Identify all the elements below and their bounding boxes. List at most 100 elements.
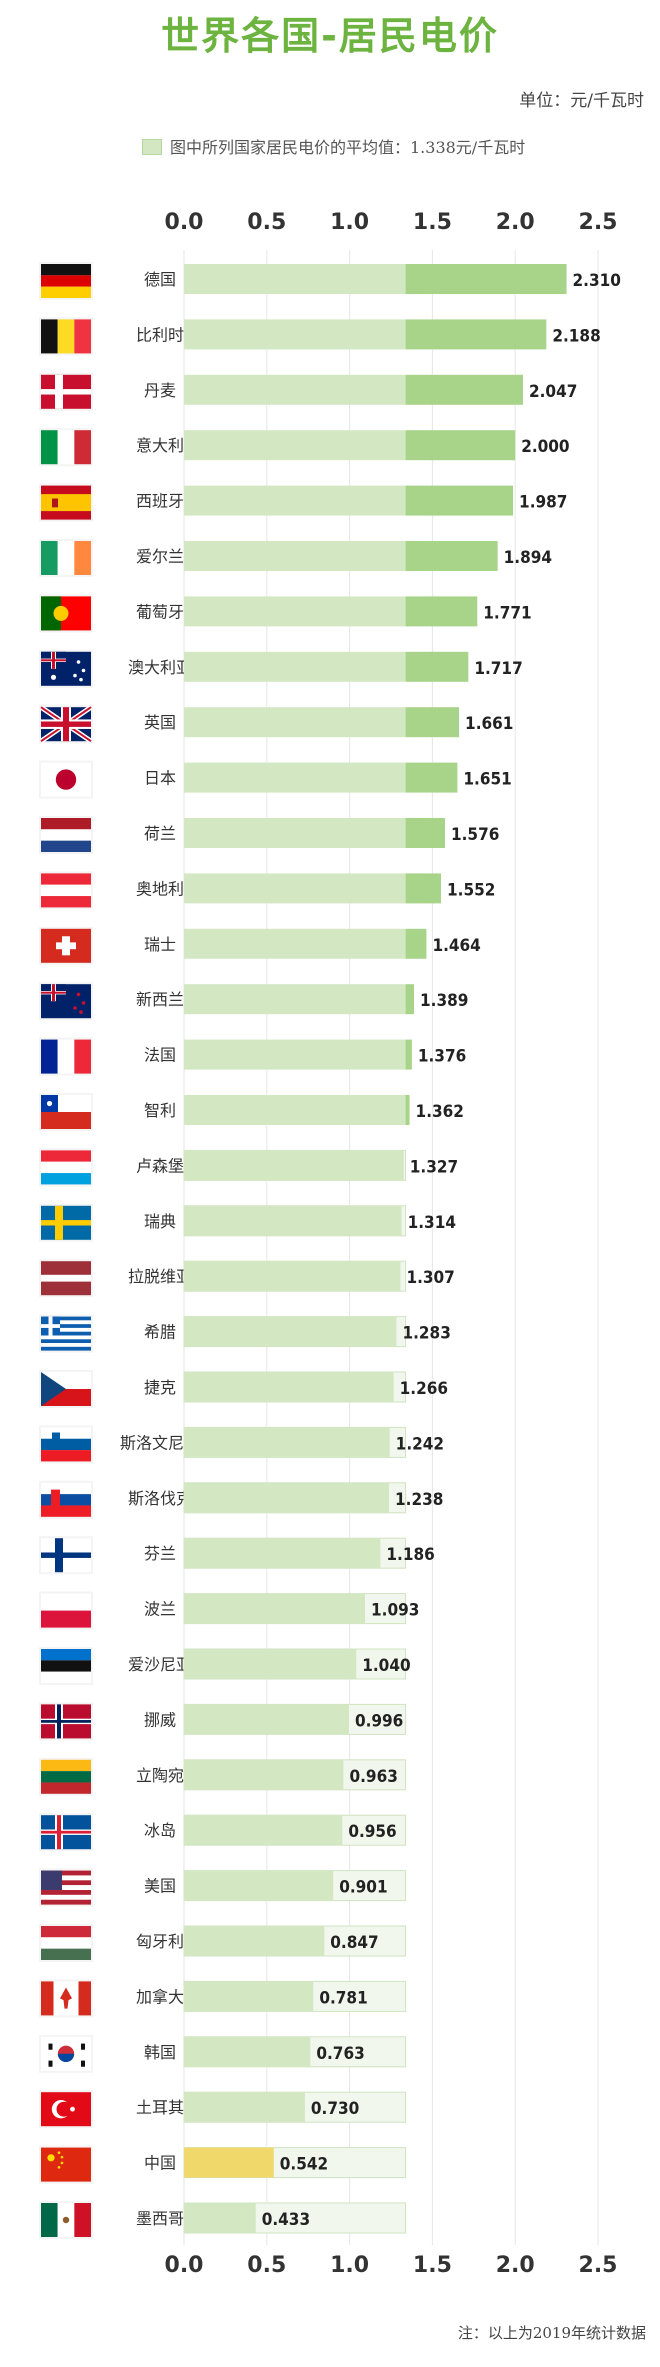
country-label: 土耳其 xyxy=(136,2098,184,2117)
flag-japan xyxy=(39,760,93,799)
value-label: 1.987 xyxy=(519,493,567,513)
bar-base xyxy=(184,1039,406,1070)
bar-base xyxy=(184,762,406,793)
bar xyxy=(405,651,469,682)
flag-luxembourg xyxy=(39,1148,93,1187)
value-label: 0.963 xyxy=(349,1767,397,1787)
country-label: 匈牙利 xyxy=(136,1932,184,1951)
bar xyxy=(184,2203,256,2233)
bar xyxy=(405,596,478,627)
bar-row: 冰岛 0.956 xyxy=(39,1813,407,1852)
country-label: 韩国 xyxy=(144,2043,176,2062)
flag-turkey xyxy=(39,2090,93,2129)
bar-base xyxy=(184,374,406,405)
bar-row: 希腊 1.283 xyxy=(39,1314,451,1353)
bar-row: 斯洛伐克 1.238 xyxy=(39,1480,443,1519)
value-label: 1.242 xyxy=(396,1434,444,1454)
bar xyxy=(184,2036,311,2067)
x-tick-label: 2.5 xyxy=(578,210,618,235)
legend: 图中所列国家居民电价的平均值：1.338元/千瓦时 xyxy=(142,134,525,158)
unit-label: 单位：元/千瓦时 xyxy=(519,91,644,111)
country-label: 荷兰 xyxy=(144,824,176,843)
footnote: 注：以上为2019年统计数据 xyxy=(457,2324,646,2342)
flag-lithuania xyxy=(39,1757,93,1796)
bar-row: 立陶宛 0.963 xyxy=(39,1757,407,1796)
bar xyxy=(184,1981,314,2012)
bar-row: 西班牙 1.987 xyxy=(39,483,567,522)
flag-china xyxy=(39,2145,93,2184)
bar xyxy=(184,1372,394,1402)
bar xyxy=(184,1759,344,1790)
country-label: 丹麦 xyxy=(144,381,176,400)
bar-row: 葡萄牙 1.771 xyxy=(39,594,532,633)
bar-base xyxy=(184,596,406,627)
x-tick-label: 1.0 xyxy=(330,2253,370,2278)
country-label: 捷克 xyxy=(144,1378,176,1397)
bar xyxy=(184,2092,305,2123)
bar-row: 德国 2.310 xyxy=(39,262,621,300)
bar-row: 荷兰 1.576 xyxy=(39,816,499,854)
bar xyxy=(405,485,514,516)
country-label: 澳大利亚 xyxy=(128,658,192,677)
value-label: 0.763 xyxy=(316,2044,364,2064)
country-label: 爱沙尼亚 xyxy=(128,1655,192,1674)
country-label: 英国 xyxy=(144,713,176,732)
bar xyxy=(405,319,547,350)
bar-row: 日本 1.651 xyxy=(39,760,512,799)
bar xyxy=(184,1704,349,1735)
bar xyxy=(184,1205,402,1236)
flag-australia xyxy=(39,649,93,688)
flag-austria xyxy=(39,871,93,910)
country-label: 波兰 xyxy=(144,1600,176,1619)
bar xyxy=(405,873,442,904)
flag-spain xyxy=(39,483,93,522)
bar-row: 意大利 2.000 xyxy=(39,428,570,467)
value-label: 1.376 xyxy=(418,1047,466,1067)
value-label: 0.542 xyxy=(280,2155,328,2175)
x-tick-label: 2.0 xyxy=(495,2253,535,2278)
bar xyxy=(184,1316,397,1347)
flag-portugal xyxy=(39,594,93,633)
flag-korea xyxy=(39,2034,93,2073)
flag-canada xyxy=(39,1979,93,2018)
country-label: 西班牙 xyxy=(136,492,184,511)
bar-row: 韩国 0.763 xyxy=(39,2034,407,2073)
value-label: 1.894 xyxy=(504,548,552,568)
value-label: 1.464 xyxy=(432,936,480,956)
country-label: 加拿大 xyxy=(136,1987,184,2006)
value-label: 1.314 xyxy=(408,1213,456,1233)
flag-hungary xyxy=(39,1924,93,1962)
value-label: 0.996 xyxy=(355,1711,403,1731)
bar-row: 奥地利 1.552 xyxy=(39,871,495,910)
chart-title: 世界各国-居民电价 xyxy=(161,14,499,58)
bar-row: 美国 0.901 xyxy=(39,1868,407,1907)
bar-row: 捷克 1.266 xyxy=(39,1370,448,1408)
bar-row: 中国 0.542 xyxy=(39,2145,407,2184)
value-label: 1.040 xyxy=(362,1656,410,1676)
bar-row: 瑞士 1.464 xyxy=(39,926,481,965)
value-label: 1.717 xyxy=(474,659,522,679)
bar-base xyxy=(184,928,406,959)
bar xyxy=(184,1926,325,1956)
country-label: 比利时 xyxy=(136,325,184,344)
country-label: 智利 xyxy=(144,1101,176,1120)
bar-row: 法国 1.376 xyxy=(39,1037,466,1076)
value-label: 1.238 xyxy=(395,1490,443,1510)
flag-germany xyxy=(39,262,93,300)
country-label: 中国 xyxy=(144,2154,176,2173)
bar xyxy=(184,1261,401,1292)
bar-row: 比利时 2.188 xyxy=(39,317,601,356)
value-label: 1.389 xyxy=(420,991,468,1011)
bar xyxy=(405,984,415,1015)
bar xyxy=(184,1482,390,1513)
bar xyxy=(405,541,498,571)
value-label: 2.188 xyxy=(552,326,600,346)
bar xyxy=(405,928,427,959)
x-axis-bottom: 0.0 0.5 1.0 1.5 2.0 2.5 xyxy=(0,2253,660,2293)
value-label: 2.047 xyxy=(529,382,577,402)
legend-text: 图中所列国家居民电价的平均值：1.338元/千瓦时 xyxy=(170,138,526,157)
bar xyxy=(184,1593,366,1624)
value-label: 2.000 xyxy=(521,437,569,457)
bar-base xyxy=(184,707,406,738)
